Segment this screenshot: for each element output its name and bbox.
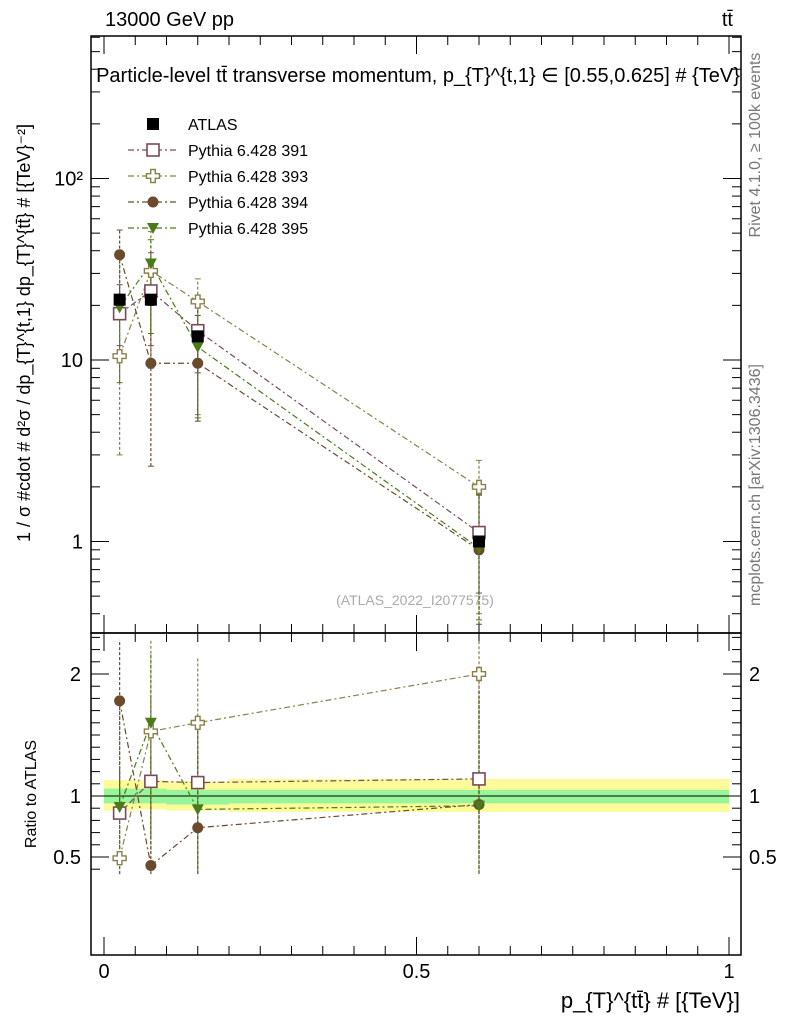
legend-label: Pythia 6.428 391	[188, 143, 308, 160]
ratio-error-bars	[119, 639, 480, 875]
x-tick-label: 0	[98, 961, 109, 983]
main-y-tick-label: 1	[72, 532, 83, 554]
ratio-y-axis-label: Ratio to ATLAS	[23, 740, 40, 848]
main-data-point	[471, 479, 487, 495]
ratio-data-point	[144, 717, 157, 729]
main-panel: 1 10 10² Particle-level tt̄ transverse mom…	[14, 35, 742, 634]
main-series-line	[119, 269, 480, 488]
main-y-axis-label: 1 / σ #cdot # d²σ / dp_{T}^{t,1} dp_{T}^…	[14, 124, 35, 542]
ratio-data-point	[192, 822, 204, 834]
ratio-data-point	[191, 804, 204, 816]
legend: ATLAS Pythia 6.428 391 Pythia 6.428 393 Pyt…	[128, 117, 308, 238]
main-series-line	[119, 290, 480, 534]
ratio-y-tick-label-right: 2	[749, 664, 760, 686]
ratio-data-point	[113, 801, 126, 813]
main-axis-ticks: 1 10 10²	[54, 36, 741, 633]
ratio-data-point	[472, 772, 486, 786]
rivet-version-label: Rivet 4.1.0, ≥ 100k events	[747, 53, 764, 238]
main-data-point	[114, 249, 126, 261]
ratio-y-tick-label: 0.5	[53, 847, 81, 869]
ratio-series-line	[119, 673, 480, 859]
ratio-series-line	[119, 721, 480, 811]
main-data-point	[112, 348, 127, 364]
legend-marker	[145, 168, 161, 184]
ratio-y-tick-label: 1	[70, 786, 81, 808]
ratio-data-point	[145, 860, 157, 872]
main-data-point	[144, 258, 157, 270]
legend-label: ATLAS	[188, 117, 238, 134]
ratio-markers	[112, 666, 487, 872]
main-series-line	[119, 262, 480, 549]
x-tick-label: 1	[723, 961, 734, 983]
ratio-data-point	[112, 851, 127, 866]
ratio-data-point	[114, 695, 126, 707]
main-error-bars	[116, 229, 482, 625]
main-data-point	[190, 294, 205, 309]
analysis-watermark: (ATLAS_2022_I2077575)	[336, 592, 494, 608]
legend-marker	[146, 143, 160, 157]
ratio-data-point	[190, 775, 205, 790]
main-data-point	[145, 357, 157, 369]
ratio-series-line	[119, 700, 480, 867]
main-data-point	[113, 293, 126, 306]
ratio-data-point	[473, 800, 485, 812]
main-data-point	[473, 535, 485, 548]
x-tick-label: 0.5	[403, 961, 431, 983]
legend-label: Pythia 6.428 394	[188, 195, 308, 212]
ratio-series-lines	[119, 673, 480, 867]
legend-marker	[147, 223, 159, 234]
main-data-point	[191, 341, 204, 353]
ratio-data-point	[190, 715, 205, 730]
legend-marker	[147, 118, 159, 130]
ratio-y-tick-label-right: 1	[749, 786, 760, 808]
main-data-point	[144, 293, 157, 306]
main-series-line	[119, 254, 480, 551]
ratio-data-point	[144, 774, 158, 789]
ratio-data-point	[143, 724, 159, 739]
mcplots-label: mcplots.cern.ch [arXiv:1306.3436]	[747, 364, 764, 606]
main-title: Particle-level tt̄ transverse momentum, …	[96, 65, 740, 87]
legend-marker	[147, 196, 159, 208]
ratio-data-point	[471, 666, 487, 682]
ratio-panel: 0.5 0.5 1 1 2 2 0 0.5 1 Ratio to ATLAS p_{T}^{tt…	[23, 632, 777, 1013]
x-axis-label: p_{T}^{tt̄} # [{TeV}]	[561, 988, 740, 1013]
main-y-tick-label: 10	[61, 350, 83, 372]
ratio-y-tick-label: 2	[70, 664, 81, 686]
energy-label: 13000 GeV pp	[105, 9, 234, 31]
ratio-axis-ticks: 0.5 0.5 1 1 2 2 0 0.5 1	[53, 633, 777, 983]
main-data-point	[143, 263, 159, 279]
process-label: tt̄	[722, 9, 734, 31]
main-markers	[112, 249, 487, 556]
main-data-point	[192, 357, 204, 369]
main-y-tick-label: 10²	[54, 169, 83, 191]
legend-label: Pythia 6.428 395	[188, 221, 308, 238]
legend-label: Pythia 6.428 393	[188, 169, 308, 186]
ratio-y-tick-label-right: 0.5	[749, 847, 777, 869]
main-series-lines	[119, 254, 480, 551]
main-data-point	[191, 330, 204, 343]
